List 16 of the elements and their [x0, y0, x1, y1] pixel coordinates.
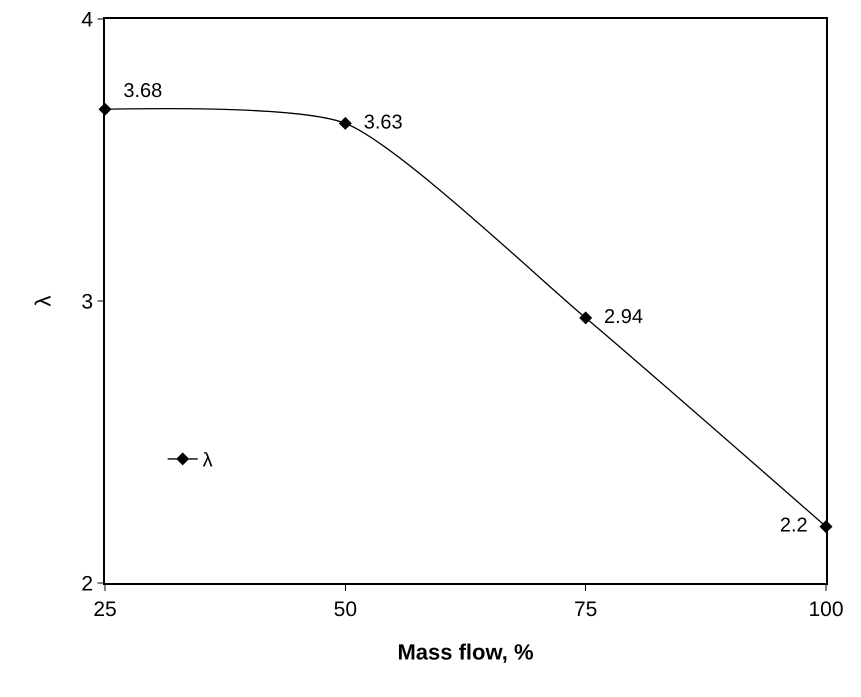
point: [579, 311, 592, 324]
point: [338, 116, 352, 130]
legend-label: λ: [202, 450, 213, 472]
y-tick-label: 3: [81, 290, 94, 314]
data-label: 2.2: [768, 514, 819, 537]
x-tick-label: 25: [93, 598, 117, 621]
data-label: 3.68: [112, 80, 174, 102]
y-tick-label: 4: [81, 8, 94, 32]
data-label: 3.63: [352, 111, 414, 134]
y-tick-label: 2: [81, 572, 94, 596]
x-tick-label: 100: [808, 598, 844, 621]
x-tick-label: 75: [574, 598, 598, 621]
x-tick-label: 50: [334, 598, 358, 621]
data-label: 2.94: [592, 306, 654, 328]
y-axis-title: λ: [30, 296, 56, 306]
x-axis-title: Mass flow, %: [397, 640, 534, 664]
